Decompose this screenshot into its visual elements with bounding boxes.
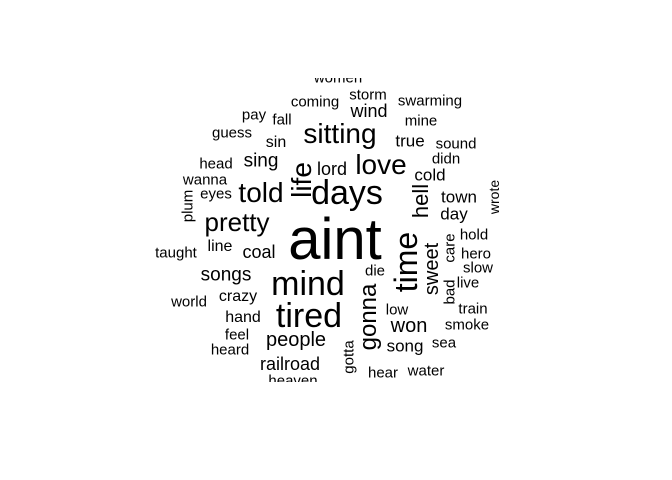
word-pretty: pretty — [204, 207, 270, 237]
word-heard: heard — [210, 341, 250, 359]
word-wanna: wanna — [182, 171, 228, 189]
word-world: world — [171, 293, 207, 311]
word-sweet: sweet — [421, 242, 443, 296]
word-day: day — [440, 204, 468, 224]
word-low: low — [385, 301, 409, 319]
word-sitting: sitting — [303, 118, 377, 149]
word-hero: hero — [460, 245, 492, 263]
word-people: people — [265, 329, 327, 351]
word-pay: pay — [241, 106, 267, 124]
word-fall: fall — [272, 111, 292, 129]
word-mine: mine — [404, 112, 438, 130]
word-head: head — [199, 155, 233, 173]
word-life: life — [286, 162, 317, 198]
word-lord: lord — [316, 159, 348, 179]
word-plum: plum — [179, 189, 197, 223]
word-hold: hold — [459, 226, 489, 244]
word-cold: cold — [414, 165, 446, 185]
word-crazy: crazy — [218, 288, 258, 305]
word-sea: sea — [431, 334, 457, 352]
word-tired: tired — [275, 297, 343, 335]
word-slow: slow — [462, 259, 494, 277]
word-eyes: eyes — [200, 185, 232, 203]
word-songs: songs — [200, 264, 252, 286]
word-sing: sing — [243, 150, 279, 172]
word-swarming: swarming — [397, 92, 463, 110]
word-feel: feel — [224, 326, 250, 344]
word-guess: guess — [211, 124, 253, 142]
word-heaven: heaven — [268, 372, 318, 383]
word-town: town — [441, 187, 477, 207]
word-true: true — [395, 131, 425, 151]
word-aint: aint — [288, 207, 382, 272]
word-hear: hear — [367, 364, 399, 382]
word-coming: coming — [290, 93, 340, 111]
word-taught: taught — [155, 244, 197, 262]
word-railroad: railroad — [259, 354, 321, 374]
word-water: water — [407, 362, 445, 380]
word-days: days — [311, 174, 383, 212]
word-care: care — [441, 233, 459, 263]
word-live: live — [456, 274, 480, 292]
word-mind: mind — [271, 265, 345, 303]
word-wind: wind — [350, 101, 388, 121]
word-storm: storm — [349, 86, 387, 104]
word-gonna: gonna — [355, 283, 382, 351]
word-sin: sin — [265, 134, 287, 151]
word-coal: coal — [242, 242, 276, 262]
word-line: line — [207, 238, 233, 255]
word-women: women — [313, 78, 363, 87]
word-hand: hand — [225, 309, 261, 326]
word-won: won — [390, 315, 428, 337]
word-didn: didn — [431, 150, 461, 168]
word-told: told — [238, 177, 284, 208]
word-hell: hell — [408, 183, 433, 219]
word-wrote: wrote — [486, 179, 502, 215]
word-smoke: smoke — [444, 316, 490, 334]
word-sound: sound — [435, 135, 477, 153]
word-gotta: gotta — [340, 340, 358, 374]
word-love: love — [355, 149, 407, 180]
word-die: die — [364, 262, 386, 280]
word-bad: bad — [441, 279, 459, 305]
word-cloud-area: aint days mind tired time love life sitting told… — [150, 78, 510, 382]
word-train: train — [458, 300, 488, 318]
word-time: time — [388, 231, 424, 293]
word-song: song — [386, 336, 424, 356]
